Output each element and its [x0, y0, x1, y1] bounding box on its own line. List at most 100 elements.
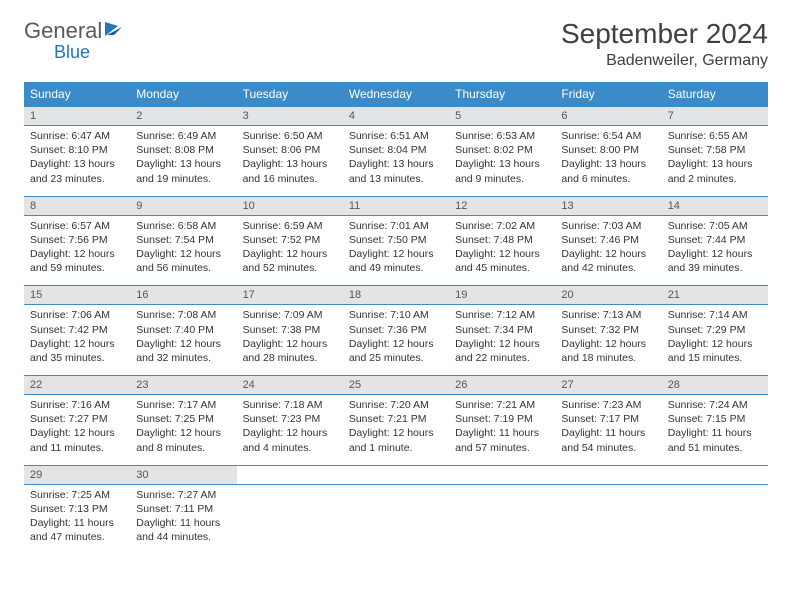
sunset-text: Sunset: 7:42 PM: [30, 323, 124, 337]
day2-text: and 8 minutes.: [136, 441, 230, 455]
day2-text: and 16 minutes.: [243, 172, 337, 186]
sunset-text: Sunset: 7:29 PM: [668, 323, 762, 337]
day-number-cell: 28: [662, 376, 768, 395]
day-number-cell: 6: [555, 107, 661, 126]
day-number-cell: [555, 465, 661, 484]
day1-text: Daylight: 13 hours: [349, 157, 443, 171]
day-number-row: 15161718192021: [24, 286, 768, 305]
day2-text: and 2 minutes.: [668, 172, 762, 186]
day-number-cell: 10: [237, 196, 343, 215]
day1-text: Daylight: 12 hours: [136, 247, 230, 261]
day-number-row: 891011121314: [24, 196, 768, 215]
day-info-cell: Sunrise: 6:59 AMSunset: 7:52 PMDaylight:…: [237, 215, 343, 286]
day1-text: Daylight: 12 hours: [243, 247, 337, 261]
day-number-cell: 27: [555, 376, 661, 395]
day1-text: Daylight: 13 hours: [455, 157, 549, 171]
day-info-cell: Sunrise: 7:12 AMSunset: 7:34 PMDaylight:…: [449, 305, 555, 376]
day-number-cell: 4: [343, 107, 449, 126]
weekday-header-row: Sunday Monday Tuesday Wednesday Thursday…: [24, 82, 768, 107]
day2-text: and 15 minutes.: [668, 351, 762, 365]
sunrise-text: Sunrise: 7:20 AM: [349, 398, 443, 412]
day-number-cell: 2: [130, 107, 236, 126]
sunrise-text: Sunrise: 7:17 AM: [136, 398, 230, 412]
sunset-text: Sunset: 7:27 PM: [30, 412, 124, 426]
day-info-cell: Sunrise: 7:02 AMSunset: 7:48 PMDaylight:…: [449, 215, 555, 286]
sunset-text: Sunset: 7:34 PM: [455, 323, 549, 337]
sunset-text: Sunset: 7:17 PM: [561, 412, 655, 426]
day2-text: and 42 minutes.: [561, 261, 655, 275]
day-number-cell: 9: [130, 196, 236, 215]
sunrise-text: Sunrise: 6:50 AM: [243, 129, 337, 143]
day-number-cell: 5: [449, 107, 555, 126]
weekday-header: Monday: [130, 82, 236, 107]
day-number-row: 2930: [24, 465, 768, 484]
day2-text: and 44 minutes.: [136, 530, 230, 544]
day-number-row: 1234567: [24, 107, 768, 126]
sunrise-text: Sunrise: 7:06 AM: [30, 308, 124, 322]
day-info-cell: Sunrise: 7:24 AMSunset: 7:15 PMDaylight:…: [662, 395, 768, 466]
sunset-text: Sunset: 7:44 PM: [668, 233, 762, 247]
sunset-text: Sunset: 7:46 PM: [561, 233, 655, 247]
brand-name-2: Blue: [54, 42, 90, 62]
day-info-cell: Sunrise: 7:23 AMSunset: 7:17 PMDaylight:…: [555, 395, 661, 466]
sunrise-text: Sunrise: 6:47 AM: [30, 129, 124, 143]
day-info-cell: Sunrise: 7:06 AMSunset: 7:42 PMDaylight:…: [24, 305, 130, 376]
sunrise-text: Sunrise: 6:58 AM: [136, 219, 230, 233]
sunset-text: Sunset: 8:08 PM: [136, 143, 230, 157]
day-number-cell: [343, 465, 449, 484]
day2-text: and 51 minutes.: [668, 441, 762, 455]
day2-text: and 23 minutes.: [30, 172, 124, 186]
day-info-cell: Sunrise: 6:50 AMSunset: 8:06 PMDaylight:…: [237, 126, 343, 197]
sunset-text: Sunset: 7:50 PM: [349, 233, 443, 247]
day1-text: Daylight: 13 hours: [668, 157, 762, 171]
day2-text: and 52 minutes.: [243, 261, 337, 275]
day-info-cell: Sunrise: 7:17 AMSunset: 7:25 PMDaylight:…: [130, 395, 236, 466]
day-info-cell: Sunrise: 7:21 AMSunset: 7:19 PMDaylight:…: [449, 395, 555, 466]
day-info-cell: Sunrise: 6:57 AMSunset: 7:56 PMDaylight:…: [24, 215, 130, 286]
sunset-text: Sunset: 8:02 PM: [455, 143, 549, 157]
sunset-text: Sunset: 7:54 PM: [136, 233, 230, 247]
day-info-cell: Sunrise: 6:53 AMSunset: 8:02 PMDaylight:…: [449, 126, 555, 197]
sunrise-text: Sunrise: 7:25 AM: [30, 488, 124, 502]
day-info-cell: Sunrise: 7:08 AMSunset: 7:40 PMDaylight:…: [130, 305, 236, 376]
day-number-cell: 24: [237, 376, 343, 395]
day1-text: Daylight: 11 hours: [30, 516, 124, 530]
day-info-cell: [662, 484, 768, 554]
sunset-text: Sunset: 7:40 PM: [136, 323, 230, 337]
day-info-cell: [237, 484, 343, 554]
day1-text: Daylight: 12 hours: [349, 337, 443, 351]
sunset-text: Sunset: 7:48 PM: [455, 233, 549, 247]
day1-text: Daylight: 12 hours: [136, 337, 230, 351]
sunrise-text: Sunrise: 6:49 AM: [136, 129, 230, 143]
day-info-row: Sunrise: 7:25 AMSunset: 7:13 PMDaylight:…: [24, 484, 768, 554]
sunset-text: Sunset: 8:00 PM: [561, 143, 655, 157]
day-number-cell: 11: [343, 196, 449, 215]
day-info-cell: [555, 484, 661, 554]
day2-text: and 11 minutes.: [30, 441, 124, 455]
title-block: September 2024 Badenweiler, Germany: [561, 18, 768, 70]
day-info-cell: Sunrise: 7:25 AMSunset: 7:13 PMDaylight:…: [24, 484, 130, 554]
day2-text: and 54 minutes.: [561, 441, 655, 455]
day1-text: Daylight: 13 hours: [136, 157, 230, 171]
day2-text: and 18 minutes.: [561, 351, 655, 365]
day2-text: and 1 minute.: [349, 441, 443, 455]
day-info-cell: Sunrise: 7:05 AMSunset: 7:44 PMDaylight:…: [662, 215, 768, 286]
day-info-cell: Sunrise: 7:09 AMSunset: 7:38 PMDaylight:…: [237, 305, 343, 376]
day2-text: and 35 minutes.: [30, 351, 124, 365]
day1-text: Daylight: 12 hours: [30, 247, 124, 261]
sunset-text: Sunset: 7:15 PM: [668, 412, 762, 426]
day1-text: Daylight: 13 hours: [561, 157, 655, 171]
sunset-text: Sunset: 7:32 PM: [561, 323, 655, 337]
day-info-cell: [343, 484, 449, 554]
sunrise-text: Sunrise: 7:23 AM: [561, 398, 655, 412]
day1-text: Daylight: 12 hours: [349, 247, 443, 261]
day2-text: and 25 minutes.: [349, 351, 443, 365]
day2-text: and 56 minutes.: [136, 261, 230, 275]
day2-text: and 49 minutes.: [349, 261, 443, 275]
day-info-cell: Sunrise: 7:01 AMSunset: 7:50 PMDaylight:…: [343, 215, 449, 286]
day1-text: Daylight: 11 hours: [561, 426, 655, 440]
sunset-text: Sunset: 8:10 PM: [30, 143, 124, 157]
day-number-cell: [237, 465, 343, 484]
sunset-text: Sunset: 8:04 PM: [349, 143, 443, 157]
day-info-cell: Sunrise: 7:18 AMSunset: 7:23 PMDaylight:…: [237, 395, 343, 466]
